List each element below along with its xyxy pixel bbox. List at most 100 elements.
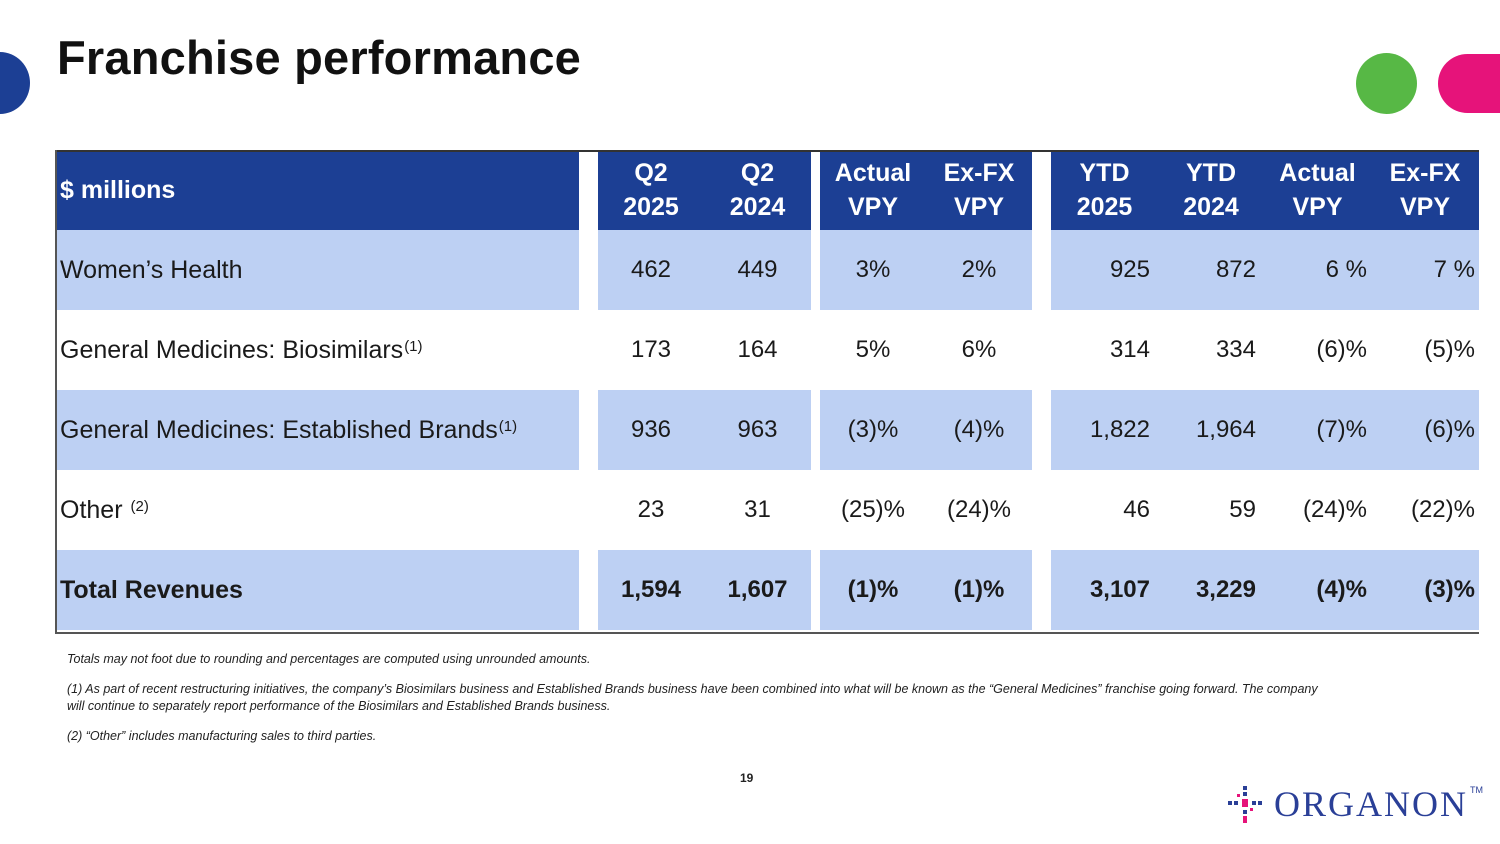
table-cell: 1,607 xyxy=(727,576,788,603)
table-cell: 1,822 xyxy=(1089,416,1150,443)
row-band xyxy=(820,550,1032,630)
table-cell: 1,594 xyxy=(620,576,682,603)
table-cell: (6)% xyxy=(1424,416,1475,443)
organon-logo-text: ORGANON xyxy=(1274,784,1468,824)
table-top-rule xyxy=(55,150,1479,152)
row-label-text: Total Revenues xyxy=(60,575,243,604)
column-header-line1: Actual xyxy=(1279,159,1356,187)
column-header-line2: VPY xyxy=(847,193,899,221)
column-header: YTD 2024 xyxy=(1158,150,1264,230)
total-row-label: Total Revenues xyxy=(55,550,579,630)
row-band xyxy=(1051,230,1479,310)
row-label-text: Other xyxy=(60,495,123,524)
row-label: Women’s Health xyxy=(55,230,579,310)
column-header-line1: Ex-FX xyxy=(943,159,1015,187)
table-cell: 7 % xyxy=(1433,256,1475,283)
table-cell: (5)% xyxy=(1424,336,1475,363)
column-header: Actual VPY xyxy=(1264,150,1371,230)
column-header-line2: VPY xyxy=(953,193,1005,221)
row-band xyxy=(1051,550,1479,630)
column-header: Q2 2024 xyxy=(704,150,811,230)
header-band xyxy=(1051,150,1479,230)
table-cell: (25)% xyxy=(840,496,906,523)
table-cell: (4)% xyxy=(953,416,1005,443)
table-cell: 872 xyxy=(1215,256,1256,283)
table-cell: 173 xyxy=(630,336,672,363)
column-header: Ex-FX VPY xyxy=(1371,150,1479,230)
row-band xyxy=(55,230,579,310)
column-header-line1: Q2 xyxy=(740,159,775,187)
table-cell: 963 xyxy=(737,416,778,443)
table-cell: 334 xyxy=(1215,336,1256,363)
decorative-green-circle xyxy=(1356,53,1417,114)
column-header-line1: Actual xyxy=(834,159,912,187)
table-cell: 6 % xyxy=(1325,256,1367,283)
column-header-line2: VPY xyxy=(1292,193,1343,221)
row-band xyxy=(598,550,811,630)
column-header: Ex-FX VPY xyxy=(926,150,1032,230)
franchise-performance-table: $ millions Q2 2025 Q2 2024 Actual VPY Ex-FX VPY Y… xyxy=(55,150,1479,634)
table-cell: (7)% xyxy=(1316,416,1367,443)
header-band xyxy=(55,150,579,230)
column-header-line2: VPY xyxy=(1399,193,1451,221)
table-cell: (24)% xyxy=(946,496,1012,523)
footnote-ref: (1) xyxy=(498,417,518,435)
row-label: General Medicines: Established Brands (1) xyxy=(55,390,579,470)
page-number: 19 xyxy=(740,771,754,785)
row-band xyxy=(55,390,579,470)
table-cell: 6% xyxy=(961,336,997,363)
column-header-line2: 2024 xyxy=(1183,193,1239,221)
row-label: Other (2) xyxy=(55,470,579,550)
decorative-blue-circle xyxy=(0,52,30,114)
row-band xyxy=(1051,390,1479,470)
table-cell: 2% xyxy=(961,256,997,283)
header-label: $ millions xyxy=(60,175,176,204)
row-band xyxy=(598,390,811,470)
table-cell: 5% xyxy=(855,336,891,363)
table-cell: (1)% xyxy=(953,576,1005,603)
column-header-line1: YTD xyxy=(1079,159,1130,187)
table-cell: 23 xyxy=(637,496,665,523)
footnotes: Totals may not foot due to rounding and … xyxy=(67,651,1327,758)
table-cell: 3,107 xyxy=(1089,576,1150,603)
row-label-text: General Medicines: Biosimilars xyxy=(60,335,404,364)
footnote-ref: (1) xyxy=(404,337,423,355)
table-cell: 925 xyxy=(1109,256,1150,283)
table-cell: 46 xyxy=(1123,496,1150,523)
table-bottom-rule xyxy=(55,632,1479,634)
column-header-line1: Ex-FX xyxy=(1389,159,1461,187)
row-band xyxy=(55,550,579,630)
table-cell: (6)% xyxy=(1316,336,1367,363)
table-cell: (22)% xyxy=(1410,496,1475,523)
organon-logo: ORGANON TM xyxy=(1224,782,1483,826)
column-header-line2: 2025 xyxy=(623,193,679,221)
trademark-mark: TM xyxy=(1470,785,1483,795)
table-cell: 462 xyxy=(630,256,672,283)
table-cell: (1)% xyxy=(847,576,899,603)
page-title: Franchise performance xyxy=(57,31,581,84)
table-cell: 449 xyxy=(737,256,778,283)
row-label-text: General Medicines: Established Brands xyxy=(60,415,498,444)
footnote-2: (2) “Other” includes manufacturing sales… xyxy=(67,729,377,743)
table-cell: 164 xyxy=(737,336,778,363)
footnote-ref: (2) xyxy=(130,497,149,515)
table-cell: (4)% xyxy=(1316,576,1367,603)
table-cell: 59 xyxy=(1229,496,1256,523)
column-header-line1: Q2 xyxy=(634,159,668,187)
table-cell: 3,229 xyxy=(1195,576,1256,603)
column-header-line2: 2025 xyxy=(1076,193,1133,221)
table-left-rule xyxy=(55,150,57,634)
column-header: Actual VPY xyxy=(820,150,926,230)
row-band xyxy=(820,230,1032,310)
header-band xyxy=(598,150,811,230)
row-label: General Medicines: Biosimilars (1) xyxy=(55,310,579,390)
column-header-line1: YTD xyxy=(1186,159,1236,187)
row-label-text: Women’s Health xyxy=(60,255,243,284)
row-band xyxy=(598,230,811,310)
table-cell: 1,964 xyxy=(1195,416,1256,443)
row-band xyxy=(820,390,1032,470)
table-cell: 936 xyxy=(630,416,672,443)
header-band xyxy=(820,150,1032,230)
column-header: YTD 2025 xyxy=(1051,150,1158,230)
column-header: Q2 2025 xyxy=(598,150,704,230)
